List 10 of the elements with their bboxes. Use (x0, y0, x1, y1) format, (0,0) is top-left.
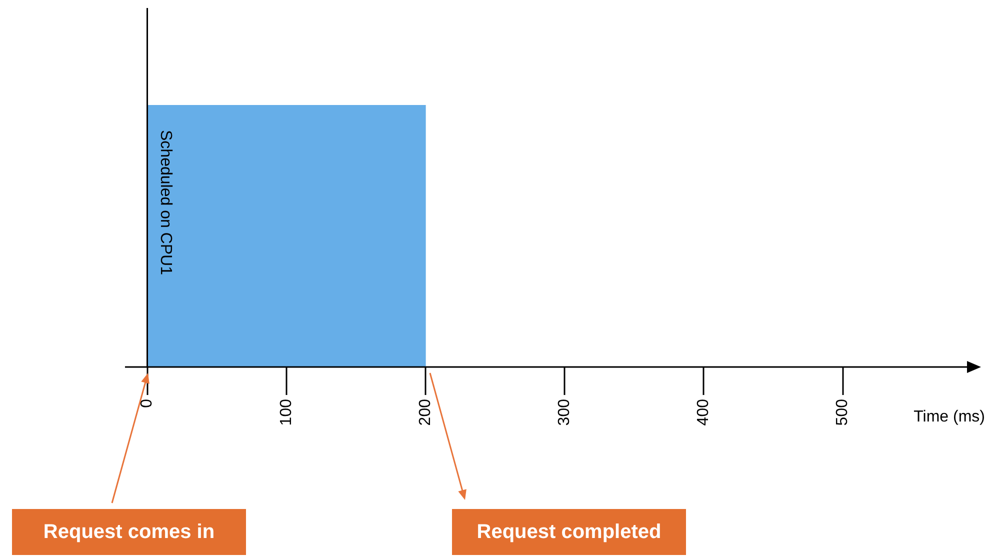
text: Request comes in (12, 509, 246, 555)
x-tick-label: 0 (138, 398, 156, 408)
x-tick-label: 400 (695, 398, 712, 426)
x-tick-label: 100 (278, 398, 295, 426)
text: Request completed (452, 509, 686, 555)
y-axis-title: Scheduled on CPU1 (156, 130, 174, 276)
x-tick-label: 200 (416, 398, 434, 426)
x-tick-label: 300 (556, 398, 574, 426)
x-axis-title: Time (ms) (914, 408, 985, 426)
x-tick-label: 500 (834, 398, 852, 426)
